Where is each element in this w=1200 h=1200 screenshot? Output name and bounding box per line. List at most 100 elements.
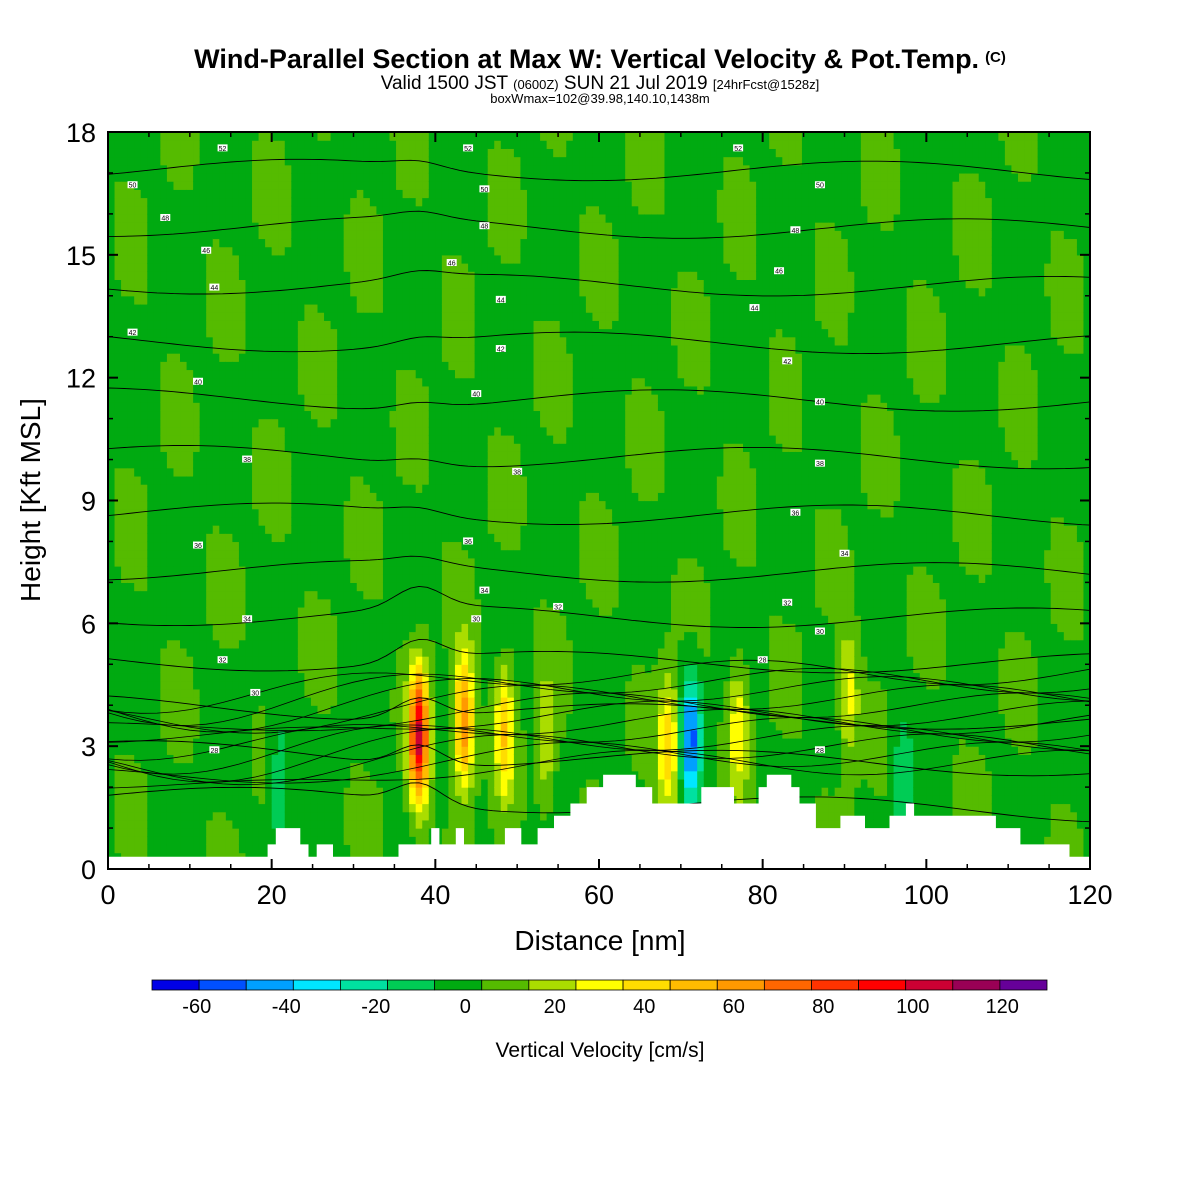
w-field-cell bbox=[324, 746, 332, 755]
w-field-cell bbox=[160, 328, 168, 338]
w-field-cell bbox=[330, 459, 338, 469]
w-field-cell bbox=[206, 795, 214, 805]
w-field-cell bbox=[206, 721, 214, 731]
w-field-cell bbox=[265, 189, 273, 199]
w-field-cell bbox=[369, 312, 378, 321]
w-field-cell bbox=[304, 254, 312, 264]
w-field-cell bbox=[225, 844, 233, 854]
w-field-cell bbox=[343, 492, 351, 502]
w-field-cell bbox=[291, 344, 299, 354]
w-field-cell bbox=[382, 590, 391, 600]
w-field-cell bbox=[363, 353, 371, 362]
w-field-cell bbox=[409, 680, 417, 690]
w-field-cell bbox=[369, 656, 378, 665]
w-field-cell bbox=[376, 443, 384, 452]
w-field-cell bbox=[219, 312, 227, 321]
w-field-cell bbox=[140, 369, 148, 379]
w-field-cell bbox=[186, 598, 194, 608]
w-field-cell bbox=[304, 213, 312, 223]
w-field-cell bbox=[140, 344, 148, 354]
w-field-cell bbox=[252, 500, 260, 510]
w-field-cell bbox=[343, 287, 351, 297]
w-field-cell bbox=[448, 213, 456, 223]
w-field-cell bbox=[415, 631, 423, 641]
w-field-cell bbox=[180, 705, 188, 715]
w-field-cell bbox=[173, 369, 181, 379]
w-field-cell bbox=[238, 770, 247, 780]
w-field-cell bbox=[330, 279, 338, 289]
w-field-cell bbox=[317, 295, 325, 305]
w-field-cell bbox=[343, 664, 351, 674]
w-field-cell bbox=[127, 394, 135, 403]
w-field-cell bbox=[160, 451, 168, 461]
w-field-cell bbox=[160, 508, 168, 518]
w-field-cell bbox=[343, 197, 351, 207]
w-field-cell bbox=[186, 443, 194, 452]
w-field-cell bbox=[291, 680, 299, 690]
w-field-cell bbox=[343, 238, 351, 248]
w-field-cell bbox=[134, 770, 142, 780]
w-field-cell bbox=[180, 500, 188, 510]
w-field-cell bbox=[382, 172, 391, 182]
w-field-cell bbox=[291, 639, 299, 649]
w-field-cell bbox=[153, 819, 161, 829]
w-field-cell bbox=[297, 140, 305, 149]
w-field-cell bbox=[382, 737, 391, 747]
w-field-cell bbox=[402, 205, 410, 215]
w-field-cell bbox=[363, 623, 371, 633]
w-field-cell bbox=[297, 566, 305, 575]
w-field-cell bbox=[389, 697, 397, 706]
w-field-cell bbox=[428, 451, 436, 461]
w-field-cell bbox=[206, 672, 214, 682]
w-field-cell bbox=[422, 353, 430, 362]
w-field-cell bbox=[422, 664, 430, 674]
w-field-cell bbox=[166, 598, 175, 608]
w-field-cell bbox=[140, 443, 148, 452]
w-field-cell bbox=[219, 787, 227, 796]
w-field-cell bbox=[337, 508, 345, 518]
w-field-cell bbox=[369, 328, 378, 338]
w-field-cell bbox=[219, 426, 227, 436]
w-field-cell bbox=[454, 566, 463, 575]
w-field-cell bbox=[232, 639, 240, 649]
w-field-cell bbox=[127, 705, 135, 715]
w-field-cell bbox=[382, 639, 391, 649]
w-field-cell bbox=[252, 598, 260, 608]
w-field-cell bbox=[297, 549, 305, 559]
w-field-cell bbox=[382, 828, 391, 837]
w-field-cell bbox=[225, 475, 233, 485]
w-field-cell bbox=[114, 263, 122, 272]
w-field-cell bbox=[206, 516, 214, 526]
w-field-cell bbox=[114, 467, 122, 477]
w-field-cell bbox=[435, 148, 443, 158]
w-field-cell bbox=[153, 508, 161, 518]
w-field-cell bbox=[317, 566, 325, 575]
w-field-cell bbox=[291, 410, 299, 420]
w-field-cell bbox=[166, 336, 175, 346]
w-field-cell bbox=[363, 549, 371, 559]
w-field-cell bbox=[166, 762, 175, 772]
w-field-cell bbox=[193, 566, 201, 575]
w-field-cell bbox=[232, 729, 240, 739]
w-field-cell bbox=[193, 492, 201, 502]
w-field-cell bbox=[206, 361, 214, 371]
w-field-cell bbox=[186, 361, 194, 371]
w-field-cell bbox=[186, 336, 194, 346]
w-field-cell bbox=[448, 811, 456, 821]
w-field-cell bbox=[461, 500, 469, 510]
w-field-cell bbox=[330, 844, 338, 854]
w-field-cell bbox=[343, 844, 351, 854]
w-field-cell bbox=[402, 803, 410, 813]
w-field-cell bbox=[160, 312, 168, 321]
w-field-cell bbox=[232, 582, 240, 592]
w-field-cell bbox=[147, 443, 155, 452]
w-field-cell bbox=[108, 402, 116, 412]
w-field-cell bbox=[225, 688, 233, 698]
w-field-cell bbox=[409, 705, 417, 715]
w-field-cell bbox=[258, 369, 266, 379]
w-field-cell bbox=[206, 320, 214, 330]
w-field-cell bbox=[199, 787, 207, 796]
w-field-cell bbox=[186, 762, 194, 772]
w-field-cell bbox=[441, 287, 450, 297]
w-field-cell bbox=[245, 238, 253, 248]
